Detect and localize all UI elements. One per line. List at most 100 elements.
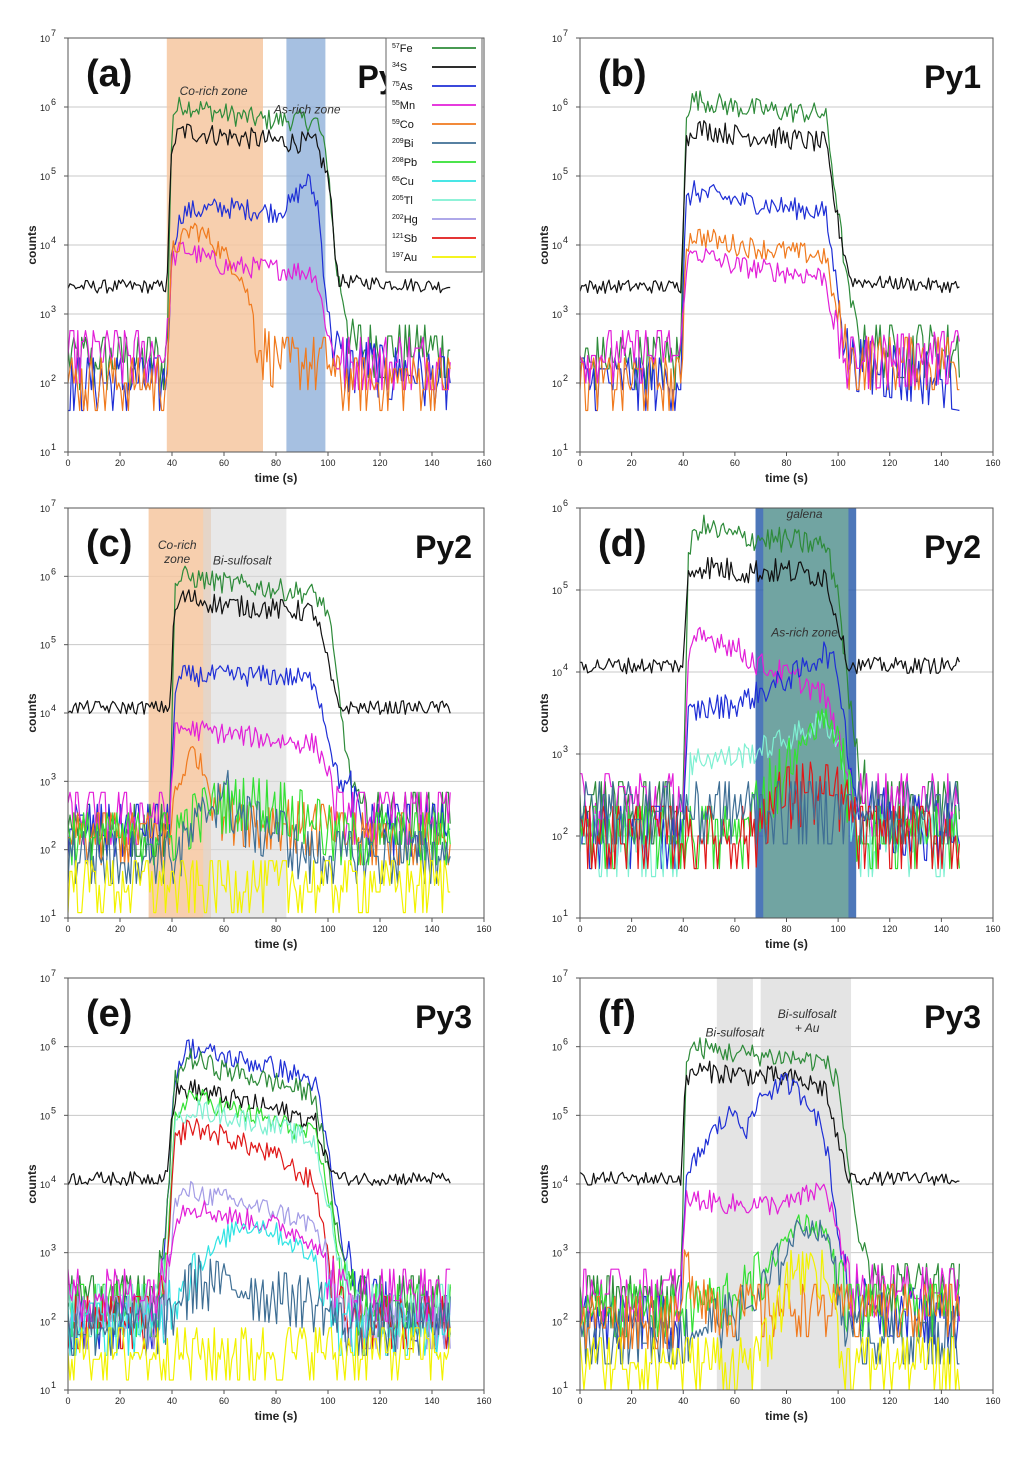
x-tick-label: 40 (167, 458, 177, 468)
svg-text:3: 3 (51, 1243, 56, 1253)
series-line-209Bi (580, 781, 960, 845)
y-tick-label: 10 (40, 1249, 50, 1259)
y-axis-title: counts (25, 693, 39, 733)
y-tick-label: 10 (40, 914, 50, 924)
y-tick-label: 10 (552, 832, 562, 842)
series-line-209Bi (68, 769, 451, 885)
y-tick-label: 10 (40, 846, 50, 856)
x-tick-label: 0 (577, 924, 582, 934)
series-line-121Sb (580, 761, 960, 870)
y-tick-label: 10 (552, 1043, 562, 1053)
y-tick-label: 10 (552, 974, 562, 984)
y-axis-title: counts (25, 225, 39, 265)
legend-entry: 197Au (392, 252, 417, 264)
svg-text:7: 7 (563, 28, 568, 38)
x-tick-label: 100 (831, 458, 846, 468)
x-tick-label: 140 (424, 924, 439, 934)
svg-text:6: 6 (51, 1037, 56, 1047)
x-tick-label: 160 (985, 1396, 1000, 1406)
y-tick-label: 10 (552, 1317, 562, 1327)
x-tick-label: 0 (65, 1396, 70, 1406)
svg-text:2: 2 (563, 826, 568, 836)
x-tick-label: 0 (65, 924, 70, 934)
x-tick-label: 80 (271, 924, 281, 934)
x-tick-label: 120 (882, 924, 897, 934)
y-tick-label: 10 (552, 34, 562, 44)
y-tick-label: 10 (552, 310, 562, 320)
x-tick-label: 160 (985, 458, 1000, 468)
x-tick-label: 120 (882, 458, 897, 468)
x-tick-label: 100 (831, 924, 846, 934)
y-axis-title: counts (537, 225, 551, 265)
y-tick-label: 10 (40, 34, 50, 44)
y-tick-label: 10 (40, 777, 50, 787)
y-tick-label: 10 (40, 1386, 50, 1396)
x-tick-label: 80 (781, 924, 791, 934)
svg-text:6: 6 (563, 1037, 568, 1047)
y-tick-label: 10 (552, 668, 562, 678)
svg-text:3: 3 (563, 744, 568, 754)
sample-label: Py3 (924, 999, 981, 1035)
y-tick-label: 10 (40, 241, 50, 251)
sample-label: Py1 (924, 59, 981, 95)
zone-label: Co-rich zone (158, 538, 197, 566)
x-tick-label: 100 (831, 1396, 846, 1406)
x-axis-title: time (s) (765, 1409, 808, 1423)
svg-text:6: 6 (563, 498, 568, 508)
x-tick-label: 140 (424, 458, 439, 468)
zone-label: As-rich zone (770, 626, 838, 640)
x-tick-label: 60 (730, 1396, 740, 1406)
y-tick-label: 10 (552, 379, 562, 389)
panel-label: (c) (86, 523, 132, 565)
y-tick-label: 10 (552, 1180, 562, 1190)
y-tick-label: 10 (40, 103, 50, 113)
svg-text:6: 6 (51, 97, 56, 107)
y-tick-label: 10 (552, 448, 562, 458)
svg-text:4: 4 (51, 703, 56, 713)
panel-label: (d) (598, 523, 647, 565)
x-axis-title: time (s) (765, 937, 808, 951)
x-tick-label: 140 (934, 924, 949, 934)
svg-text:5: 5 (51, 166, 56, 176)
series-line-197Au (580, 1249, 960, 1390)
y-tick-label: 10 (40, 572, 50, 582)
legend-entry: 34S (392, 62, 407, 74)
series-line-55Mn (68, 241, 451, 391)
x-tick-label: 140 (934, 458, 949, 468)
x-axis-title: time (s) (765, 471, 808, 485)
svg-text:1: 1 (563, 908, 568, 918)
legend-entry: 121Sb (392, 233, 417, 245)
x-tick-label: 20 (115, 924, 125, 934)
svg-text:6: 6 (563, 97, 568, 107)
y-tick-label: 10 (552, 586, 562, 596)
series-line-59Co (580, 1249, 960, 1350)
chart-panel-b: 0 20 40 60 80 100 120 140 1601011021031041051061… (537, 28, 1001, 485)
x-tick-label: 0 (577, 1396, 582, 1406)
x-tick-label: 60 (219, 1396, 229, 1406)
legend-entry: 65Cu (392, 176, 414, 188)
x-axis-title: time (s) (255, 471, 298, 485)
y-tick-label: 10 (40, 1111, 50, 1121)
x-tick-label: 40 (678, 1396, 688, 1406)
svg-text:4: 4 (51, 1174, 56, 1184)
x-tick-label: 80 (781, 1396, 791, 1406)
x-axis-title: time (s) (255, 1409, 298, 1423)
y-tick-label: 10 (552, 1111, 562, 1121)
series-line-55Mn (580, 247, 960, 390)
svg-text:3: 3 (563, 304, 568, 314)
y-tick-label: 10 (40, 310, 50, 320)
y-axis-title: counts (537, 693, 551, 733)
legend: 57Fe 34S 75As 55Mn 59Co 209Bi 208Pb 65Cu 205Tl 20… (385, 37, 483, 273)
svg-text:4: 4 (563, 1174, 568, 1184)
zone-band (203, 508, 287, 918)
y-axis-title: counts (537, 1164, 551, 1204)
y-tick-label: 10 (40, 448, 50, 458)
x-tick-label: 160 (476, 458, 491, 468)
x-tick-label: 0 (65, 458, 70, 468)
y-tick-label: 10 (552, 504, 562, 514)
svg-text:5: 5 (563, 1105, 568, 1115)
x-tick-label: 160 (476, 924, 491, 934)
x-tick-label: 140 (934, 1396, 949, 1406)
